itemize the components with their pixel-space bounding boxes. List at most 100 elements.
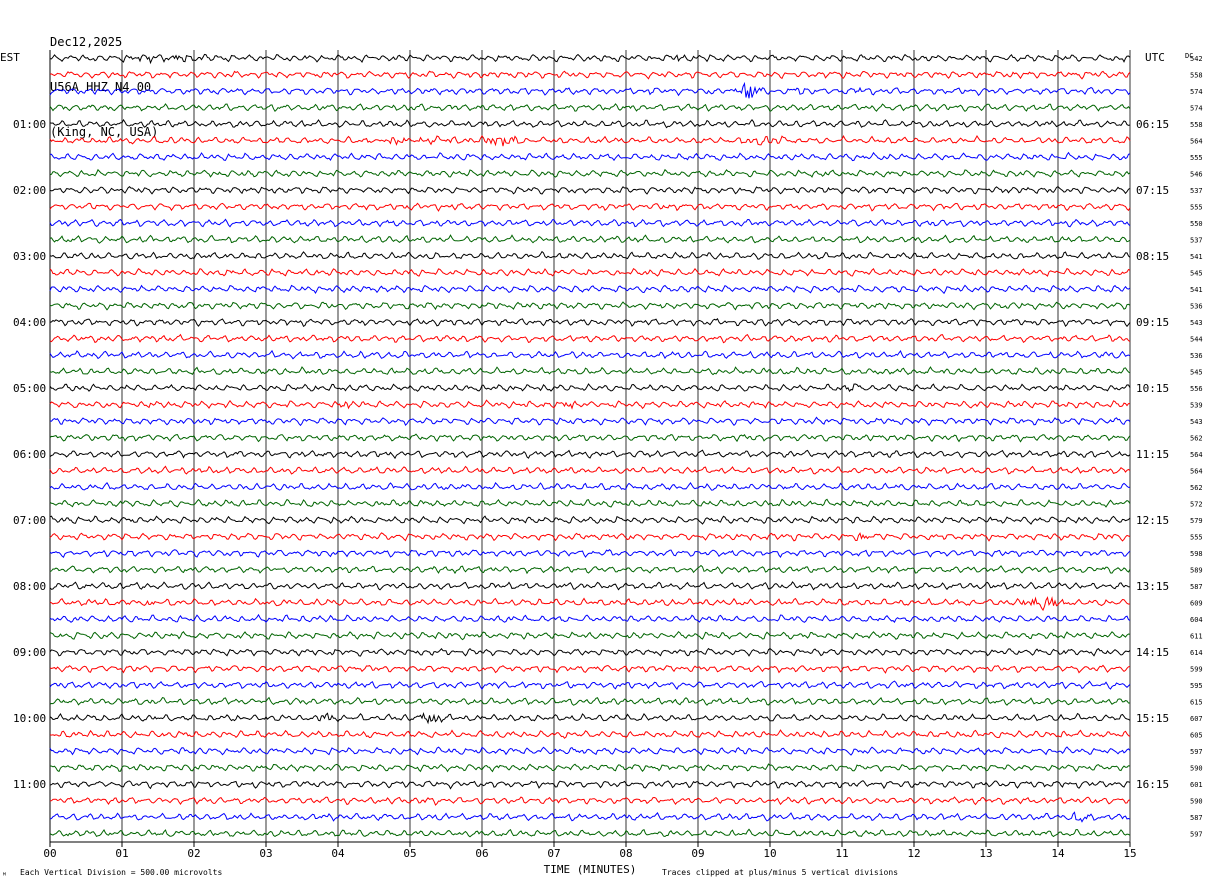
dc-offset-label-row-46: 587 (1190, 814, 1203, 822)
est-hour-label-4: 05:00 (13, 382, 46, 395)
x-tick-label-12: 12 (907, 847, 920, 860)
est-hour-label-6: 07:00 (13, 514, 46, 527)
dc-offset-label-row-34: 604 (1190, 616, 1203, 624)
dc-offset-label-row-42: 597 (1190, 748, 1203, 756)
seismic-trace-row-28 (49, 515, 1131, 525)
dc-offset-label-row-10: 550 (1190, 220, 1203, 228)
dc-offset-label-row-25: 564 (1190, 468, 1203, 476)
seismic-trace-row-36 (49, 647, 1131, 657)
seismic-trace-row-6 (49, 151, 1131, 162)
dc-offset-label-row-18: 536 (1190, 352, 1203, 360)
seismic-trace-row-17 (49, 333, 1131, 344)
x-tick-label-11: 11 (835, 847, 848, 860)
seismic-trace-row-22 (49, 416, 1131, 427)
seismic-trace-row-44 (49, 780, 1131, 790)
seismic-trace-row-7 (49, 168, 1131, 178)
x-tick-label-07: 07 (547, 847, 560, 860)
dc-offset-label-row-43: 590 (1190, 765, 1203, 773)
seismic-trace-row-0 (49, 53, 1131, 65)
x-tick-label-14: 14 (1051, 847, 1065, 860)
seismic-trace-row-43 (49, 763, 1131, 773)
dc-offset-label-row-3: 574 (1190, 105, 1203, 113)
dc-offset-label-row-35: 611 (1190, 633, 1203, 641)
dc-offset-label-row-19: 545 (1190, 369, 1203, 377)
seismic-trace-row-32 (49, 581, 1131, 591)
dc-offset-label-row-2: 574 (1190, 88, 1203, 96)
seismic-trace-row-26 (49, 482, 1131, 491)
dc-offset-label-row-39: 615 (1190, 699, 1203, 707)
dc-offset-label-row-22: 543 (1190, 418, 1203, 426)
seismic-trace-row-10 (49, 218, 1131, 228)
seismic-trace-row-39 (49, 696, 1130, 706)
x-axis-label: TIME (MINUTES) (544, 863, 637, 876)
dc-offset-label-row-30: 598 (1190, 550, 1203, 558)
scale-note: Each Vertical Division = 500.00 microvol… (20, 868, 222, 877)
seismic-trace-row-9 (49, 202, 1131, 212)
x-tick-label-03: 03 (259, 847, 272, 860)
dc-offset-label-row-32: 587 (1190, 583, 1203, 591)
seismic-trace-row-19 (49, 366, 1131, 376)
x-tick-label-08: 08 (619, 847, 632, 860)
est-hour-label-2: 03:00 (13, 250, 46, 263)
dc-offset-label-row-23: 562 (1190, 435, 1203, 443)
seismic-trace-row-33 (49, 596, 1131, 612)
seismic-trace-row-27 (49, 498, 1131, 508)
x-tick-label-04: 04 (331, 847, 345, 860)
est-axis-label: EST (0, 51, 20, 64)
utc-hour-label-5: 11:15 (1136, 448, 1169, 461)
dc-offset-label-row-9: 555 (1190, 204, 1203, 212)
est-hour-label-8: 09:00 (13, 646, 46, 659)
seismic-trace-row-23 (49, 433, 1131, 443)
x-tick-label-01: 01 (115, 847, 128, 860)
dc-offset-label-row-33: 609 (1190, 600, 1203, 608)
dc-offset-label-row-44: 601 (1190, 781, 1203, 789)
seismic-trace-row-21 (49, 399, 1130, 410)
seismic-trace-row-47 (49, 828, 1131, 838)
seismic-trace-row-24 (49, 449, 1131, 460)
location-label: (King, NC, USA) (50, 125, 159, 139)
utc-hour-label-10: 16:15 (1136, 778, 1169, 791)
x-tick-label-02: 02 (187, 847, 200, 860)
x-tick-label-00: 00 (43, 847, 56, 860)
seismic-trace-row-12 (49, 250, 1131, 260)
est-hour-label-7: 08:00 (13, 580, 46, 593)
seismic-trace-row-25 (49, 465, 1131, 475)
seismic-trace-row-4 (49, 118, 1131, 129)
dc-offset-label-row-5: 564 (1190, 138, 1203, 146)
utc-hour-label-7: 13:15 (1136, 580, 1169, 593)
est-hour-label-1: 02:00 (13, 184, 46, 197)
dc-offset-label-row-11: 537 (1190, 237, 1203, 245)
dc-offset-label-row-28: 579 (1190, 517, 1203, 525)
dc-column-label: DC (1185, 52, 1193, 60)
seismic-trace-row-3 (49, 103, 1131, 112)
dc-offset-label-row-45: 590 (1190, 798, 1203, 806)
seismic-trace-row-5 (49, 135, 1131, 147)
utc-hour-label-9: 15:15 (1136, 712, 1169, 725)
seismic-trace-row-30 (49, 549, 1131, 559)
seismic-trace-row-46 (49, 811, 1131, 823)
seismic-trace-row-40 (49, 711, 1131, 725)
seismic-trace-row-38 (49, 680, 1131, 691)
seismic-trace-row-16 (49, 318, 1131, 328)
seismic-trace-row-41 (49, 729, 1131, 739)
dc-offset-label-row-29: 555 (1190, 534, 1203, 542)
est-hour-label-3: 04:00 (13, 316, 46, 329)
x-tick-label-10: 10 (763, 847, 776, 860)
seismic-trace-row-37 (49, 664, 1131, 674)
date-label: Dec12,2025 (50, 35, 123, 49)
utc-hour-label-8: 14:15 (1136, 646, 1169, 659)
dc-offset-label-row-15: 536 (1190, 303, 1203, 311)
est-hour-label-9: 10:00 (13, 712, 46, 725)
dc-offset-label-row-12: 541 (1190, 253, 1203, 261)
dc-offset-label-row-38: 595 (1190, 682, 1203, 690)
dc-offset-label-row-40: 607 (1190, 715, 1203, 723)
seismic-trace-row-13 (49, 267, 1131, 277)
utc-hour-label-4: 10:15 (1136, 382, 1169, 395)
seismic-trace-row-11 (49, 234, 1131, 244)
dc-offset-label-row-31: 589 (1190, 567, 1203, 575)
dc-offset-label-row-0: 542 (1190, 55, 1203, 63)
dc-offset-label-row-4: 558 (1190, 121, 1203, 129)
dc-offset-label-row-21: 539 (1190, 402, 1203, 410)
seismic-trace-row-15 (49, 301, 1131, 311)
